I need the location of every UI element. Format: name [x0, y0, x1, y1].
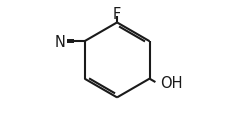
Text: N: N	[55, 34, 66, 49]
Text: F: F	[113, 7, 121, 22]
Text: OH: OH	[160, 75, 182, 90]
